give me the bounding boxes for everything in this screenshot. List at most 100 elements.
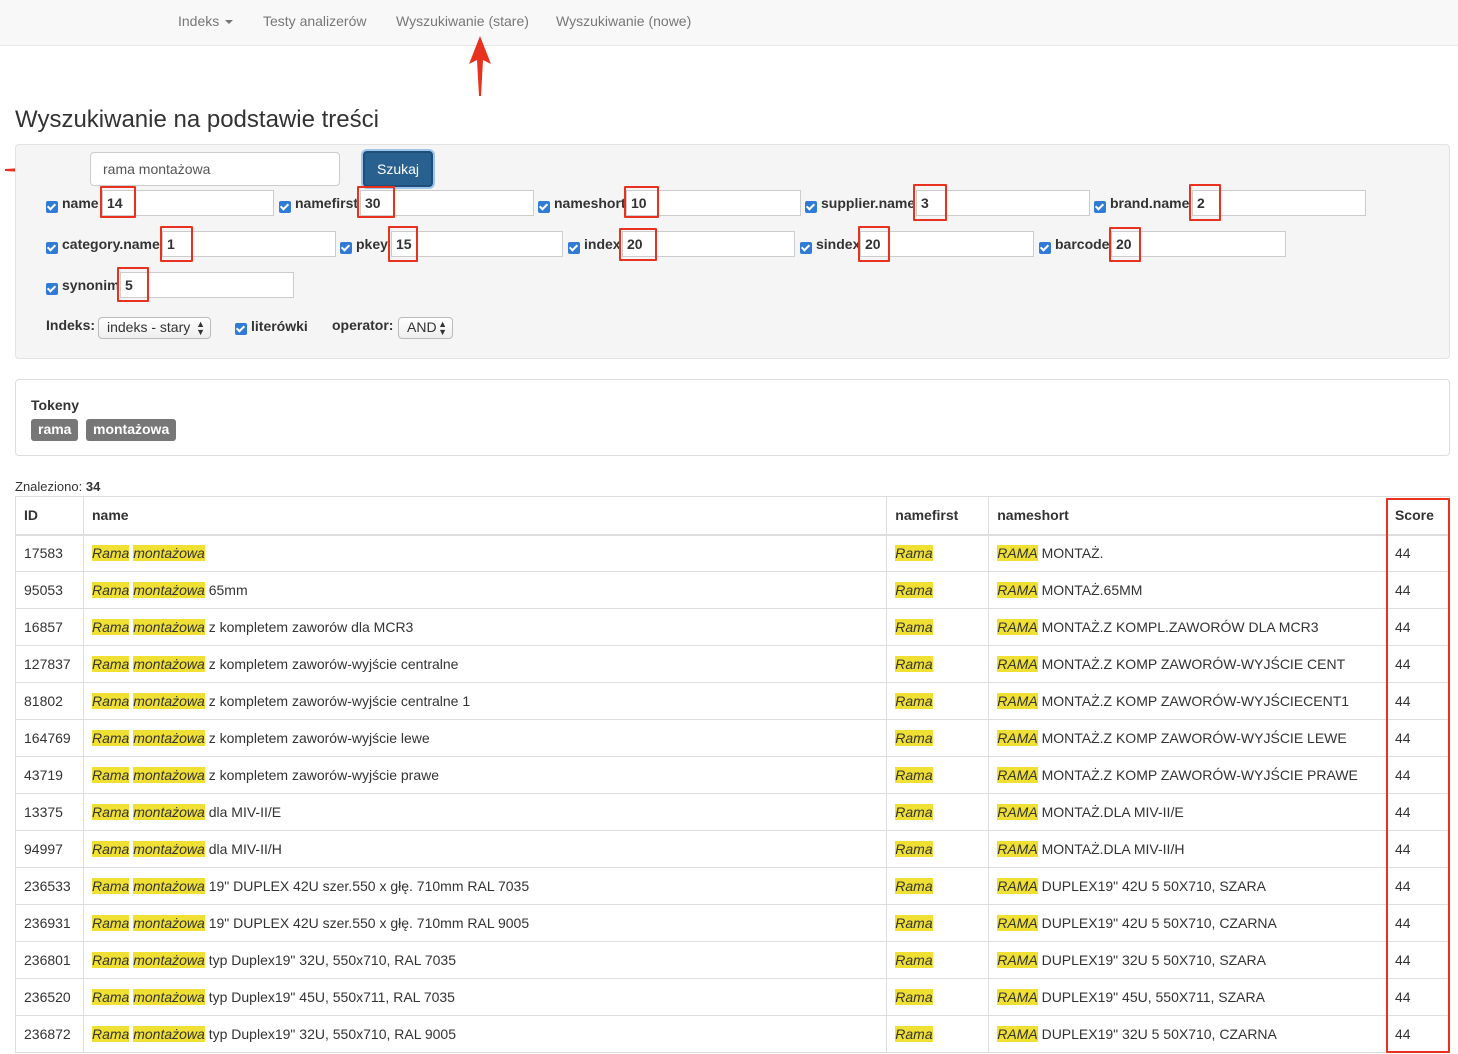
name-rest: 19" DUPLEX 42U szer.550 x głę. 710mm RAL…	[208, 878, 530, 894]
cell-id: 236801	[15, 941, 84, 979]
cell-score: 44	[1385, 571, 1451, 609]
highlight-term: Rama	[895, 878, 933, 894]
table-row[interactable]: 95053 Rama montażowa 65mm Rama RAMA MONTAŻ.…	[15, 571, 1451, 609]
field-sindex-checkbox[interactable]	[800, 242, 812, 254]
field-pkey-checkbox[interactable]	[340, 242, 352, 254]
highlight-term: RAMA	[997, 693, 1038, 709]
cell-namefirst: Rama	[886, 904, 990, 942]
highlight-term: montażowa	[133, 989, 205, 1005]
column-header-id[interactable]: ID	[15, 496, 84, 536]
cell-id: 236520	[15, 978, 84, 1016]
table-row[interactable]: 236931 Rama montażowa 19" DUPLEX 42U szer…	[15, 904, 1451, 942]
cell-score: 44	[1385, 682, 1451, 720]
page-title: Wyszukiwanie na podstawie treści	[15, 106, 379, 133]
search-button[interactable]: Szukaj	[363, 151, 433, 187]
field-supplier-name-checkbox[interactable]	[805, 201, 817, 213]
table-row[interactable]: 13375 Rama montażowa dla MIV-II/E Rama RAMA…	[15, 793, 1451, 831]
field-supplier-name-weight-input[interactable]	[916, 190, 1090, 216]
field-nameshort-weight-input[interactable]	[626, 190, 801, 216]
search-input[interactable]	[90, 152, 340, 186]
cell-nameshort: RAMA MONTAŻ.DLA MIV-II/E	[988, 793, 1387, 831]
table-row[interactable]: 236872 Rama montażowa typ Duplex19" 32U, …	[15, 1015, 1451, 1053]
highlight-term: Rama	[895, 730, 933, 746]
nav-testy-analizerow[interactable]: Testy analizerów	[263, 13, 367, 29]
nav-indeks-dropdown[interactable]: Indeks	[178, 13, 234, 29]
field-brand-name-checkbox[interactable]	[1094, 201, 1106, 213]
cell-nameshort: RAMA DUPLEX19" 42U 5 50X710, CZARNA	[988, 904, 1387, 942]
field-index-checkbox[interactable]	[568, 242, 580, 254]
cell-namefirst: Rama	[886, 867, 990, 905]
tokens-title: Tokeny	[31, 397, 79, 413]
field-synonim-label: synonim	[62, 277, 120, 293]
top-navbar: Indeks Testy analizerów Wyszukiwanie (st…	[0, 0, 1458, 46]
nav-wyszukiwanie-stare[interactable]: Wyszukiwanie (stare)	[396, 13, 529, 29]
table-row[interactable]: 43719 Rama montażowa z kompletem zaworów-…	[15, 756, 1451, 794]
field-namefirst-checkbox[interactable]	[279, 201, 291, 213]
highlight-term: Rama	[91, 582, 130, 598]
cell-id: 16857	[15, 608, 84, 646]
name-rest: dla MIV-II/H	[208, 841, 282, 857]
table-row[interactable]: 17583 Rama montażowa Rama RAMA MONTAŻ. 44	[15, 534, 1451, 572]
highlight-term: RAMA	[997, 952, 1038, 968]
highlight-term: Rama	[91, 656, 130, 672]
nameshort-rest: MONTAŻ.Z KOMPL.ZAWORÓW DLA MCR3	[1041, 619, 1319, 635]
field-brand-name-weight-input[interactable]	[1192, 190, 1366, 216]
field-barcode-weight-input[interactable]	[1111, 231, 1286, 257]
table-row[interactable]: 94997 Rama montażowa dla MIV-II/H Rama RAMA…	[15, 830, 1451, 868]
index-select-value: indeks - stary	[107, 319, 191, 335]
table-row[interactable]: 16857 Rama montażowa z kompletem zaworów …	[15, 608, 1451, 646]
nameshort-rest: MONTAŻ.Z KOMP ZAWORÓW-WYJŚCIECENT1	[1041, 693, 1350, 709]
highlight-term: Rama	[91, 767, 130, 783]
highlight-term: Rama	[91, 693, 130, 709]
highlight-term: Rama	[91, 841, 130, 857]
cell-name: Rama montażowa 19" DUPLEX 42U szer.550 x…	[82, 867, 888, 905]
nav-wyszukiwanie-nowe[interactable]: Wyszukiwanie (nowe)	[556, 13, 692, 29]
cell-name: Rama montażowa typ Duplex19" 32U, 550x71…	[82, 1015, 888, 1053]
table-row[interactable]: 236533 Rama montażowa 19" DUPLEX 42U szer…	[15, 867, 1451, 905]
field-name-weight-input[interactable]	[102, 190, 274, 216]
field-pkey-weight-input[interactable]	[391, 231, 563, 257]
field-synonim-checkbox[interactable]	[46, 283, 58, 295]
cell-id: 17583	[15, 534, 84, 572]
field-category-name-label: category.name	[62, 236, 160, 252]
table-row[interactable]: 81802 Rama montażowa z kompletem zaworów-…	[15, 682, 1451, 720]
results-count: Znaleziono: 34	[15, 479, 100, 494]
field-name-checkbox[interactable]	[46, 201, 58, 213]
table-row[interactable]: 236520 Rama montażowa typ Duplex19" 45U, …	[15, 978, 1451, 1016]
operator-select[interactable]: AND ▲ ▼	[398, 317, 453, 339]
table-row[interactable]: 236801 Rama montażowa typ Duplex19" 32U, …	[15, 941, 1451, 979]
column-header-nameshort[interactable]: nameshort	[988, 496, 1387, 536]
highlight-term: montażowa	[133, 952, 205, 968]
tokens-panel	[15, 379, 1450, 456]
cell-namefirst: Rama	[886, 608, 990, 646]
column-header-score[interactable]: Score	[1385, 496, 1451, 536]
highlight-term: RAMA	[997, 878, 1038, 894]
field-index-weight-input[interactable]	[622, 231, 795, 257]
highlight-term: Rama	[895, 804, 933, 820]
field-synonim-weight-input[interactable]	[120, 272, 294, 298]
column-header-name[interactable]: name	[82, 496, 888, 536]
cell-nameshort: RAMA MONTAŻ.Z KOMPL.ZAWORÓW DLA MCR3	[988, 608, 1387, 646]
field-brand-name-label: brand.name	[1110, 195, 1190, 211]
nameshort-rest: DUPLEX19" 32U 5 50X710, CZARNA	[1041, 1026, 1277, 1042]
table-row[interactable]: 127837 Rama montażowa z kompletem zaworów…	[15, 645, 1451, 683]
nameshort-rest: DUPLEX19" 42U 5 50X710, CZARNA	[1041, 915, 1277, 931]
name-rest: typ Duplex19" 32U, 550x710, RAL 7035	[208, 952, 457, 968]
highlight-term: Rama	[895, 989, 933, 1005]
field-namefirst-weight-input[interactable]	[360, 190, 534, 216]
field-category-name-checkbox[interactable]	[46, 242, 58, 254]
field-sindex-weight-input[interactable]	[860, 231, 1034, 257]
field-nameshort-checkbox[interactable]	[538, 201, 550, 213]
select-arrows-icon: ▲ ▼	[438, 319, 447, 337]
column-header-namefirst[interactable]: namefirst	[886, 496, 990, 536]
highlight-term: Rama	[91, 952, 130, 968]
typos-checkbox[interactable]	[235, 323, 247, 335]
table-row[interactable]: 164769 Rama montażowa z kompletem zaworów…	[15, 719, 1451, 757]
field-category-name-weight-input[interactable]	[162, 231, 336, 257]
results-count-value: 34	[85, 479, 101, 494]
index-select[interactable]: indeks - stary ▲ ▼	[98, 317, 211, 339]
nameshort-rest: MONTAŻ.Z KOMP ZAWORÓW-WYJŚCIE PRAWE	[1041, 767, 1358, 783]
highlight-term: montażowa	[133, 804, 205, 820]
cell-name: Rama montażowa 19" DUPLEX 42U szer.550 x…	[82, 904, 888, 942]
field-barcode-checkbox[interactable]	[1039, 242, 1051, 254]
